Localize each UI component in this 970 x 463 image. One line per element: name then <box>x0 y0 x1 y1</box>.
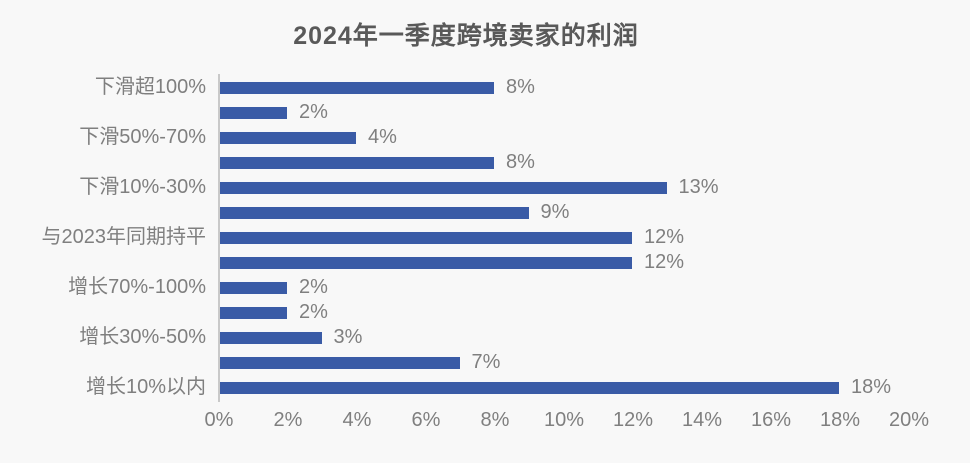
bar <box>218 256 632 269</box>
category-label: 增长10%以内 <box>85 376 206 398</box>
bar-row: 增长10%以内 18% <box>0 375 970 400</box>
plot-cell: 13% <box>218 176 908 199</box>
bar-row: 8% <box>0 150 970 175</box>
x-axis-tick-label: 16% <box>750 409 792 431</box>
value-label: 2% <box>299 276 328 298</box>
bar <box>218 281 287 294</box>
bar-row: 与2023年同期持平 12% <box>0 225 970 250</box>
category-label: 下滑10%-30% <box>79 176 206 198</box>
value-label: 2% <box>299 101 328 123</box>
bar-row: 7% <box>0 350 970 375</box>
bar-row: 增长70%-100% 2% <box>0 275 970 300</box>
plot-cell: 3% <box>218 326 908 349</box>
value-label: 2% <box>299 301 328 323</box>
category-label: 增长30%-50% <box>79 326 206 348</box>
chart-title: 2024年一季度跨境卖家的利润 <box>293 22 639 50</box>
bar <box>218 356 460 369</box>
chart-rows: 下滑超100% 8% 2% 下滑50%-70% 4% 8% 下滑10%-30% 13% 9% 与2… <box>0 75 970 400</box>
x-axis-tick-label: 2% <box>273 409 303 431</box>
x-axis-tick-label: 10% <box>543 409 585 431</box>
category-label: 下滑超100% <box>94 76 206 98</box>
bar <box>218 156 494 169</box>
bar-row: 下滑10%-30% 13% <box>0 175 970 200</box>
x-axis-tick-label: 12% <box>612 409 654 431</box>
plot-cell: 18% <box>218 376 908 399</box>
y-axis-line <box>218 74 220 402</box>
x-axis-tick-label: 4% <box>342 409 372 431</box>
plot-cell: 2% <box>218 301 908 324</box>
x-axis-tick-label: 14% <box>681 409 723 431</box>
value-label: 4% <box>368 126 397 148</box>
bar <box>218 206 529 219</box>
plot-cell: 4% <box>218 126 908 149</box>
bar-row: 2% <box>0 300 970 325</box>
plot-cell: 8% <box>218 76 908 99</box>
plot-cell: 9% <box>218 201 908 224</box>
bar-row: 下滑50%-70% 4% <box>0 125 970 150</box>
x-axis-tick-label: 6% <box>411 409 441 431</box>
plot-cell: 8% <box>218 151 908 174</box>
x-axis-tick-label: 18% <box>819 409 861 431</box>
bar-chart: 下滑超100% 8% 2% 下滑50%-70% 4% 8% 下滑10%-30% 13% 9% 与2… <box>0 74 970 431</box>
x-axis-tick-label: 8% <box>480 409 510 431</box>
value-label: 13% <box>678 176 719 198</box>
value-label: 7% <box>471 351 501 373</box>
bar <box>218 381 839 394</box>
bar-row: 2% <box>0 100 970 125</box>
bar <box>218 131 356 144</box>
bar <box>218 331 322 344</box>
plot-cell: 2% <box>218 276 908 299</box>
bar <box>218 181 667 194</box>
x-axis: 0% 2% 4% 6% 8% 10% 12% 14% 16% 18% 20% <box>205 409 929 433</box>
bar-row: 下滑超100% 8% <box>0 75 970 100</box>
x-axis-tick-label: 0% <box>204 409 234 431</box>
bar-row: 增长30%-50% 3% <box>0 325 970 350</box>
value-label: 3% <box>333 326 363 348</box>
bar <box>218 81 494 94</box>
category-label: 下滑50%-70% <box>79 126 206 148</box>
bar-row: 12% <box>0 250 970 275</box>
plot-cell: 12% <box>218 251 908 274</box>
bar <box>218 106 287 119</box>
category-label: 与2023年同期持平 <box>41 226 207 248</box>
value-label: 8% <box>506 76 535 98</box>
bar <box>218 306 287 319</box>
value-label: 9% <box>540 201 570 223</box>
plot-cell: 7% <box>218 351 908 374</box>
plot-cell: 2% <box>218 101 908 124</box>
bar-row: 9% <box>0 200 970 225</box>
value-label: 12% <box>644 251 685 273</box>
bar <box>218 231 632 244</box>
x-axis-tick-label: 20% <box>888 409 930 431</box>
plot-cell: 12% <box>218 226 908 249</box>
value-label: 18% <box>851 376 892 398</box>
category-label: 增长70%-100% <box>68 276 206 298</box>
value-label: 8% <box>506 151 535 173</box>
value-label: 12% <box>644 226 685 248</box>
